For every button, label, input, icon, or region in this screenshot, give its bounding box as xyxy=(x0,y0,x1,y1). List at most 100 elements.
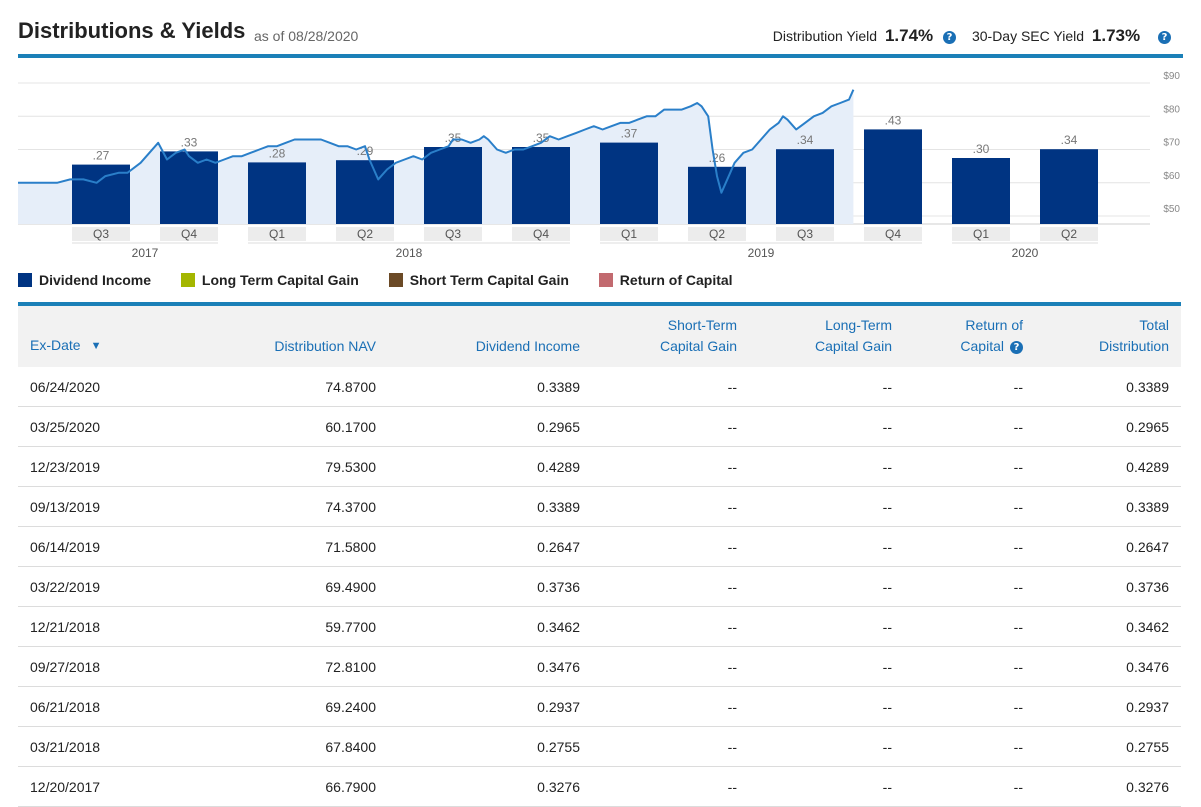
quarter-tick-label: Q2 xyxy=(1061,227,1077,241)
column-header-short-term-capital-gain[interactable]: Short-Term Capital Gain xyxy=(592,306,749,367)
quarter-tick-label: Q2 xyxy=(357,227,373,241)
chart-legend: Dividend Income Long Term Capital Gain S… xyxy=(18,272,759,288)
help-icon[interactable]: ? xyxy=(943,31,957,44)
bar-value-label: .27 xyxy=(93,149,110,163)
short-term-capital-gain-cell: -- xyxy=(592,526,749,567)
legend-label: Dividend Income xyxy=(39,272,152,288)
dividend-income-bar xyxy=(336,160,394,224)
total-distribution-cell: 0.3736 xyxy=(1035,566,1181,607)
return-of-capital-cell: -- xyxy=(904,566,1035,607)
legend-item-return-of-capital: Return of Capital xyxy=(598,272,733,288)
legend-label: Return of Capital xyxy=(619,272,733,288)
dividend-income-bar xyxy=(600,142,658,224)
distribution-nav-cell: 69.2400 xyxy=(172,686,388,727)
legend-item-short-term-capital-gain: Short Term Capital Gain xyxy=(388,272,569,288)
column-header-label: Capital Gain xyxy=(814,338,892,354)
ex-date-cell: 12/23/2019 xyxy=(18,446,172,487)
table-row: 09/27/2018 72.8100 0.3476 -- -- -- 0.3476 xyxy=(18,646,1181,687)
y-axis-tick-label: $80 xyxy=(1163,104,1180,115)
table-row: 06/24/2020 74.8700 0.3389 -- -- -- 0.3389 xyxy=(18,367,1181,407)
column-header-long-term-capital-gain[interactable]: Long-Term Capital Gain xyxy=(749,306,904,367)
column-header-label: Short-Term xyxy=(667,317,737,333)
page-title: Distributions & Yields xyxy=(18,18,246,43)
column-header-label: Long-Term xyxy=(825,317,892,333)
column-header-total-distribution[interactable]: Total Distribution xyxy=(1035,306,1181,367)
column-header-label: Total xyxy=(1139,317,1169,333)
quarter-tick-label: Q3 xyxy=(445,227,461,241)
return-of-capital-cell: -- xyxy=(904,446,1035,487)
distribution-nav-cell: 74.8700 xyxy=(172,367,388,407)
quarter-label-bg xyxy=(336,227,394,241)
dividend-income-cell: 0.2965 xyxy=(388,406,592,447)
column-header-ex-date[interactable]: Ex-Date ▼ xyxy=(18,306,172,367)
table-row: 03/22/2019 69.4900 0.3736 -- -- -- 0.3736 xyxy=(18,566,1181,607)
distribution-nav-cell: 67.8400 xyxy=(172,726,388,767)
sort-descending-icon[interactable]: ▼ xyxy=(90,340,102,352)
column-header-return-of-capital[interactable]: Return of Capital? xyxy=(904,306,1035,367)
return-of-capital-cell: -- xyxy=(904,646,1035,687)
quarter-label-bg xyxy=(248,227,306,241)
bar-value-label: .37 xyxy=(621,127,638,141)
return-of-capital-cell: -- xyxy=(904,526,1035,567)
help-icon[interactable]: ? xyxy=(1158,31,1171,44)
bar-value-label: .43 xyxy=(885,113,902,127)
distribution-nav-cell: 74.3700 xyxy=(172,486,388,527)
column-header-label: Capital Gain xyxy=(659,338,737,354)
column-header-dividend-income[interactable]: Dividend Income xyxy=(388,306,592,367)
column-header-distribution-nav[interactable]: Distribution NAV xyxy=(172,306,388,367)
column-header-label: Return of xyxy=(965,317,1023,333)
distribution-nav-cell: 79.5300 xyxy=(172,446,388,487)
long-term-capital-gain-cell: -- xyxy=(749,526,904,567)
dividend-income-cell: 0.3276 xyxy=(388,766,592,807)
short-term-capital-gain-cell: -- xyxy=(592,367,749,407)
ex-date-cell: 09/27/2018 xyxy=(18,646,172,687)
long-term-capital-gain-cell: -- xyxy=(749,367,904,407)
short-term-capital-gain-cell: -- xyxy=(592,446,749,487)
dividend-income-bar xyxy=(248,162,306,224)
distribution-nav-cell: 71.5800 xyxy=(172,526,388,567)
quarter-label-bg xyxy=(512,227,570,241)
dividend-income-cell: 0.3389 xyxy=(388,367,592,407)
dividend-income-bar xyxy=(512,147,570,224)
dividend-income-cell: 0.4289 xyxy=(388,446,592,487)
bar-value-label: .30 xyxy=(973,142,990,156)
sec-yield-label: 30-Day SEC Yield xyxy=(971,28,1085,44)
column-header-label: Ex-Date xyxy=(30,337,81,353)
table-row: 06/14/2019 71.5800 0.2647 -- -- -- 0.2647 xyxy=(18,526,1181,567)
table-row: 03/21/2018 67.8400 0.2755 -- -- -- 0.2755 xyxy=(18,726,1181,767)
bar-value-label: .34 xyxy=(1061,133,1078,147)
quarter-tick-label: Q1 xyxy=(621,227,637,241)
quarter-label-bg xyxy=(72,227,130,241)
y-axis-tick-label: $60 xyxy=(1163,171,1180,182)
as-of-date: as of 08/28/2020 xyxy=(254,28,359,44)
y-axis-tick-label: $70 xyxy=(1163,138,1180,149)
long-term-capital-gain-cell: -- xyxy=(749,766,904,807)
total-distribution-cell: 0.3462 xyxy=(1035,606,1181,647)
long-term-capital-gain-cell: -- xyxy=(749,566,904,607)
quarter-label-bg xyxy=(952,227,1010,241)
table-divider xyxy=(18,302,1181,306)
year-tick-label: 2019 xyxy=(748,246,775,260)
total-distribution-cell: 0.4289 xyxy=(1035,446,1181,487)
legend-item-dividend-income: Dividend Income xyxy=(18,272,151,288)
quarter-label-bg xyxy=(600,227,658,241)
header-divider xyxy=(18,54,1183,58)
dividend-income-cell: 0.3389 xyxy=(388,486,592,527)
distributions-table: Ex-Date ▼ Distribution NAV Dividend Incom… xyxy=(18,306,1181,807)
yield-summary: Distribution Yield 1.74% ? 30-Day SEC Yi… xyxy=(773,26,1171,46)
quarter-tick-label: Q1 xyxy=(269,227,285,241)
ex-date-cell: 03/21/2018 xyxy=(18,726,172,767)
ex-date-cell: 06/14/2019 xyxy=(18,526,172,567)
table-row: 12/21/2018 59.7700 0.3462 -- -- -- 0.3462 xyxy=(18,606,1181,647)
legend-swatch xyxy=(598,273,613,287)
distributions-chart: .27.33.28.29.35.35.37.26.34.43.30.34$90$… xyxy=(18,66,1180,260)
dividend-income-cell: 0.3476 xyxy=(388,646,592,687)
table-row: 09/13/2019 74.3700 0.3389 -- -- -- 0.3389 xyxy=(18,486,1181,527)
long-term-capital-gain-cell: -- xyxy=(749,406,904,447)
distribution-yield-label: Distribution Yield xyxy=(772,28,878,44)
long-term-capital-gain-cell: -- xyxy=(749,646,904,687)
long-term-capital-gain-cell: -- xyxy=(749,686,904,727)
help-icon[interactable]: ? xyxy=(1010,341,1023,354)
quarter-tick-label: Q4 xyxy=(533,227,549,241)
bar-value-label: .35 xyxy=(533,131,550,145)
